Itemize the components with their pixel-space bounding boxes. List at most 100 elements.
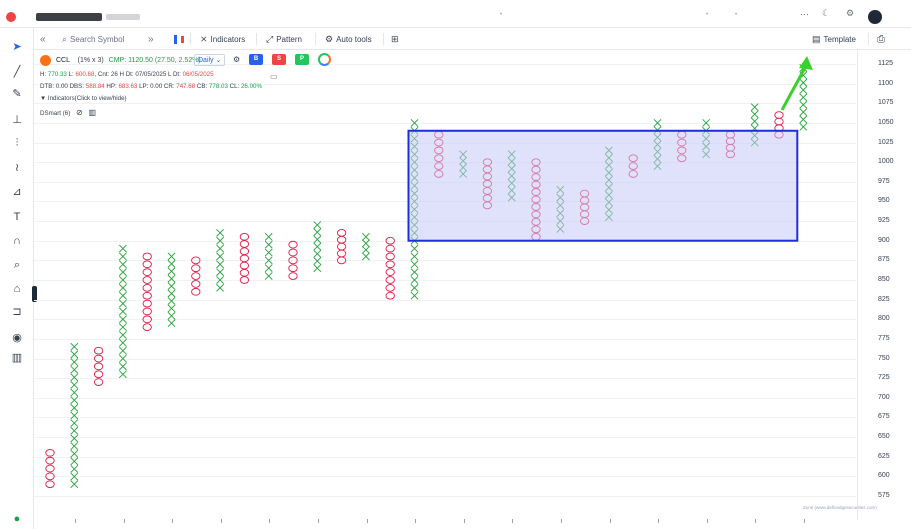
blurred-tab-secondary[interactable] [106,14,140,20]
avatar[interactable] [868,10,882,24]
measure-icon[interactable]: ⊿ [12,185,22,198]
toolbar-divider [383,33,384,45]
zoom-icon[interactable]: ⌕ [13,258,21,271]
interval-select[interactable]: Daily ⌄ [194,54,226,66]
grid-line [34,496,856,497]
y-tick-label: 575 [878,492,890,499]
cb-value: 778.03 [208,83,228,90]
footer-bar [0,523,911,529]
x-tick [220,519,222,523]
x-tick [415,519,417,523]
x-mark [118,354,127,363]
y-tick-label: 675 [878,413,890,421]
indicator-row[interactable]: DSmart (6) ⊘ ▥ [40,108,96,117]
cursor-icon[interactable]: ➤ [12,40,22,53]
collapse-left-icon[interactable]: « [40,33,46,45]
x-tick [706,519,708,523]
toolbar-collapse-handle[interactable] [32,286,37,302]
cr-value: 747.68 [176,83,196,90]
l-prefix: L: [66,71,76,78]
x-mark [702,118,711,127]
highlight-box[interactable] [407,129,799,242]
pattern-button[interactable]: ⤢ Pattern [266,32,302,46]
help-icon[interactable]: • [735,12,738,18]
trendline-icon[interactable]: ╱ [13,65,21,78]
x-tick [318,519,319,523]
grid-line [34,437,856,439]
symbol-name[interactable]: CCL [55,57,70,65]
o-mark [288,248,298,257]
buy-button[interactable]: B [249,54,263,65]
y-tick-label: 950 [878,197,890,205]
symbol-cmp: CMP: 1120.50 (27.50, 2.52%) [108,57,201,65]
grid-icon[interactable]: ⋯ [800,9,809,19]
candle-icon[interactable] [174,32,184,46]
o-mark [45,464,55,473]
bell-icon[interactable]: • [500,12,503,18]
position-button[interactable]: P [295,54,309,65]
eye-icon[interactable]: ◉ [12,331,22,344]
fib-icon[interactable]: ⊥ [12,113,22,126]
expand-right-icon[interactable]: » [148,33,154,45]
x-mark [410,244,419,253]
magnet-icon[interactable]: ∩ [13,235,21,247]
notification-icon[interactable]: • [706,12,709,18]
y-tick-label: 1050 [878,118,894,126]
o-column [93,346,104,386]
x-mark [118,276,127,284]
x-mark [167,274,176,283]
auto-tools-button[interactable]: ⚙ Auto tools [325,32,372,46]
x-mark [313,235,322,244]
indicators-button[interactable]: ⨯ Indicators [200,32,245,46]
x-column [313,221,322,273]
settings-icon[interactable]: ⚙ [846,8,855,18]
settings-gear-icon[interactable]: ⚙ [233,55,241,64]
x-tick [463,519,465,523]
circle-indicator-icon[interactable] [318,53,331,68]
o-mark [336,235,347,244]
save-icon[interactable]: ⎙ [877,33,885,45]
x-mark [70,350,79,359]
x-mark [216,260,225,269]
moon-icon[interactable]: ☾ [822,8,831,18]
o-column [385,236,395,300]
x-mark [118,268,127,277]
y-tick-label: 1075 [878,99,894,107]
x-mark [410,118,419,127]
o-mark [288,256,298,265]
cb-prefix: CB: [195,83,209,90]
search-box[interactable]: ⌕ Search Symbol [62,32,124,46]
blurred-tab[interactable] [36,13,102,21]
indicators-toggle[interactable]: ▼ Indicators(Click to view/hide) [40,95,127,102]
text-icon[interactable]: T [13,211,21,223]
buy-label: B [249,54,263,65]
x-mark [118,338,127,347]
delete-icon[interactable]: ▥ [88,108,96,117]
x-mark [167,259,176,268]
x-mark [70,472,79,481]
x-mark [70,365,79,374]
x-column [118,244,127,379]
lock-icon[interactable]: ⊐ [12,305,22,318]
pitchfork-icon[interactable]: ⫶ [15,136,19,149]
wave-icon[interactable]: ≀ [14,161,20,174]
x-mark [410,252,419,261]
stats-rest: , Cnt: 26 H Dt: 07/05/2025 L Dt: [94,71,183,78]
comment-icon[interactable]: ▭ [270,72,278,81]
x-tick [512,519,514,523]
template-button[interactable]: ▤ Template [812,32,856,46]
pnf-chart[interactable]: CCL (1% x 3) CMP: 1120.50 (27.50, 2.52%)… [34,50,877,520]
search-input[interactable]: Search Symbol [70,34,125,44]
top-bar: • • • ⋯ ☾ ⚙ [0,0,911,28]
brush-icon[interactable]: ✎ [12,87,22,100]
trash-icon[interactable]: ▥ [11,351,23,364]
price-axis[interactable]: 1125 1100 1075 1050 1025 1000 975 950 925 900 875 8… [857,50,911,520]
ruler-icon[interactable]: ⌂ [13,283,21,295]
sell-button[interactable]: S [272,54,286,65]
x-tick [561,519,562,523]
grid-line [34,456,856,458]
layout-grid-icon[interactable]: ⊞ [391,33,399,44]
x-mark [361,245,370,254]
eye-off-icon[interactable]: ⊘ [76,108,83,117]
o-mark [385,284,395,292]
